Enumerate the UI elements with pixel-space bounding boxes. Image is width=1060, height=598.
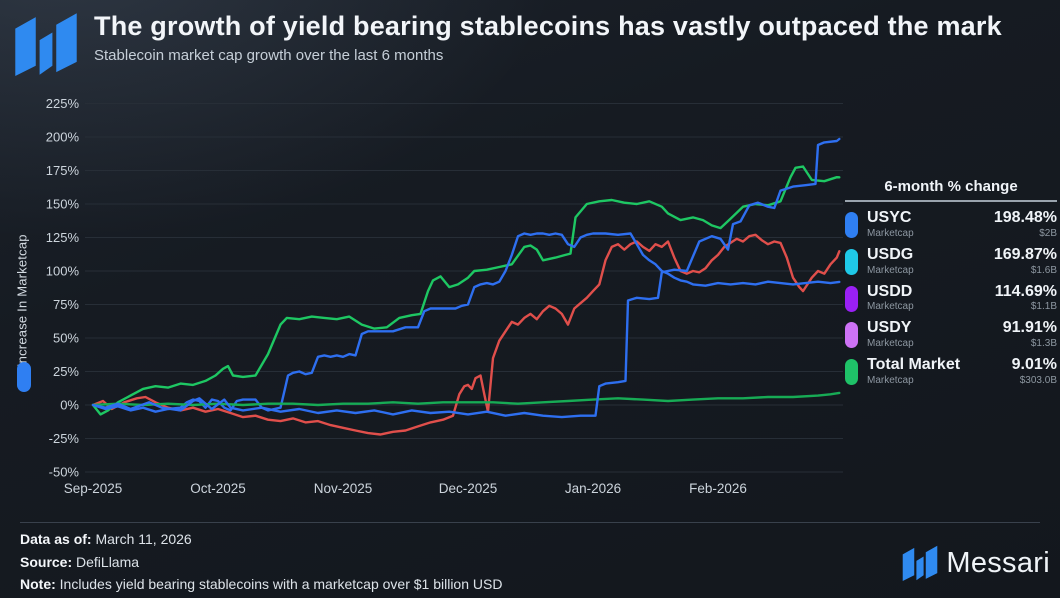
series-line-usdg [91,165,841,416]
legend-series-pct: 198.48% [993,209,1057,226]
source-line: Source: DefiLlama [20,553,140,570]
header: The growth of yield bearing stablecoins … [14,10,1060,76]
y-tick-label: 0% [60,398,79,413]
y-tick-label: 100% [46,264,80,279]
legend-series-sub: Marketcap [867,374,914,386]
legend-series-pill-icon [845,248,858,275]
legend-rows: USYC Marketcap 198.48% $2B USDG Marketca… [845,209,1057,386]
chart-legend: 6-month % change USYC Marketcap 198.48% … [845,178,1057,386]
series-line-usdd [91,233,841,436]
legend-title: 6-month % change [845,178,1057,202]
messari-logo-icon [903,545,938,581]
legend-series-name: USYC [867,209,912,226]
legend-series-pct: 9.01% [1011,356,1057,374]
series-line-total-market [91,391,841,407]
y-tick-label: 50% [53,331,79,346]
note-line: Note: Includes yield bearing stablecoins… [20,576,503,593]
titles: The growth of yield bearing stablecoins … [94,10,1050,64]
y-axis-series-pill-icon [17,362,31,392]
messari-logo-icon [15,13,77,76]
x-tick-label: Dec-2025 [439,481,498,496]
legend-series-value: $1.1B [1030,301,1057,313]
page-title: The growth of yield bearing stablecoins … [94,11,1002,41]
legend-series-sub: Marketcap [867,338,914,350]
y-tick-label: 225% [46,96,80,111]
footer-notes: Data as of: March 11, 2026 Source: DefiL… [20,528,502,596]
data-as-of-line: Data as of: March 11, 2026 [20,531,192,547]
legend-series-sub: Marketcap [867,301,914,313]
legend-series-name: Total Market [867,356,961,374]
chart-plot: 225% 200% 175% 150% 125% 100% 75% 50% 25% 0% -25% -… [46,96,843,496]
legend-series-name: USDG [867,245,914,263]
x-tick-label: Oct-2025 [190,481,246,496]
legend-series-value: $1.6B [1030,264,1057,276]
y-tick-label: 125% [46,230,80,245]
legend-series-value: $2B [1039,227,1057,239]
legend-series-pill-icon [845,359,858,386]
legend-series-pill-icon [845,212,858,238]
chart-area: % Increase In Marketcap 225% 200% 175% 150%… [0,85,860,515]
y-tick-label: 75% [53,297,79,312]
legend-series-pct: 114.69% [994,282,1057,300]
legend-series-pct: 169.87% [993,245,1057,263]
legend-series-sub: Marketcap [867,264,914,276]
legend-series-name: USDY [867,319,912,337]
legend-row[interactable]: USDD Marketcap 114.69% $1.1B [845,282,1057,313]
footer-divider [20,522,1040,523]
legend-row[interactable]: Total Market Marketcap 9.01% $303.0B [845,356,1057,386]
y-tick-label: 200% [46,130,80,145]
x-tick-label: Feb-2026 [689,481,747,496]
y-tick-label: 175% [46,163,80,178]
brand-footer: Messari [902,544,1050,582]
page-subtitle: Stablecoin market cap growth over the la… [94,46,444,64]
brand-wordmark: Messari [946,546,1050,579]
legend-series-value: $1.3B [1030,338,1057,350]
legend-row[interactable]: USYC Marketcap 198.48% $2B [845,209,1057,239]
legend-series-value: $303.0B [1019,374,1057,386]
legend-row[interactable]: USDY Marketcap 91.91% $1.3B [845,320,1057,349]
series-line-usyc [91,137,841,419]
legend-series-sub: Marketcap [867,227,914,239]
legend-row[interactable]: USDG Marketcap 169.87% $1.6B [845,245,1057,276]
legend-series-name: USDD [867,282,913,300]
x-tick-label: Nov-2025 [314,481,373,496]
x-tick-label: Jan-2026 [565,481,621,496]
y-tick-label: -25% [49,431,80,446]
legend-series-pill-icon [845,322,858,349]
x-tick-label: Sep-2025 [64,481,123,496]
y-tick-label: 25% [53,364,79,379]
legend-series-pct: 91.91% [1002,319,1057,337]
legend-series-pill-icon [845,285,858,312]
y-tick-label: 150% [46,197,80,212]
y-tick-label: -50% [49,465,80,480]
